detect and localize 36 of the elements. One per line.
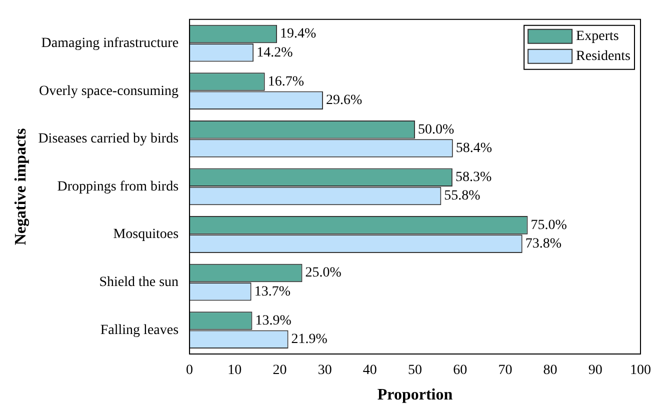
data-label: 58.4%	[456, 140, 492, 156]
legend-label: Residents	[576, 49, 631, 64]
x-axis-title: Proportion	[377, 386, 453, 404]
x-tick-label: 70	[498, 363, 512, 378]
data-label: 58.3%	[455, 170, 492, 186]
data-label: 13.9%	[255, 313, 292, 328]
data-label: 73.8%	[525, 236, 562, 252]
data-label: 55.8%	[444, 188, 481, 204]
x-tick-label: 90	[588, 363, 602, 378]
x-tick-label: 100	[630, 363, 651, 378]
y-tick-label: Overly space-consuming	[38, 84, 179, 99]
data-label: 13.7%	[254, 284, 291, 300]
y-tick-label: Shield the sun	[99, 274, 179, 290]
data-label: 50.0%	[418, 122, 455, 138]
legend-label: Experts	[576, 29, 619, 44]
y-tick-label: Mosquitoes	[113, 227, 179, 242]
data-label: 16.7%	[268, 74, 304, 90]
y-axis-title: Negative impacts	[12, 128, 30, 246]
x-tick-label: 0	[186, 363, 194, 378]
x-tick-label: 20	[272, 363, 287, 378]
data-label: 75.0%	[530, 218, 568, 233]
data-label: 21.9%	[291, 332, 328, 348]
x-tick-label: 60	[453, 363, 468, 378]
data-label: 19.4%	[280, 26, 317, 42]
x-tick-label: 80	[543, 363, 558, 378]
x-tick-label: 10	[228, 363, 242, 378]
y-tick-label: Diseases carried by birds	[38, 132, 179, 147]
x-tick-label: 40	[362, 363, 377, 378]
data-label: 14.2%	[256, 45, 294, 60]
x-tick-label: 30	[318, 363, 332, 378]
y-tick-label: Falling leaves	[100, 322, 179, 338]
y-tick-label: Damaging infrastructure	[41, 36, 179, 51]
x-tick-label: 50	[408, 363, 422, 378]
data-label: 25.0%	[305, 266, 342, 281]
y-tick-label: Droppings from birds	[57, 179, 179, 194]
data-label: 29.6%	[326, 93, 363, 108]
